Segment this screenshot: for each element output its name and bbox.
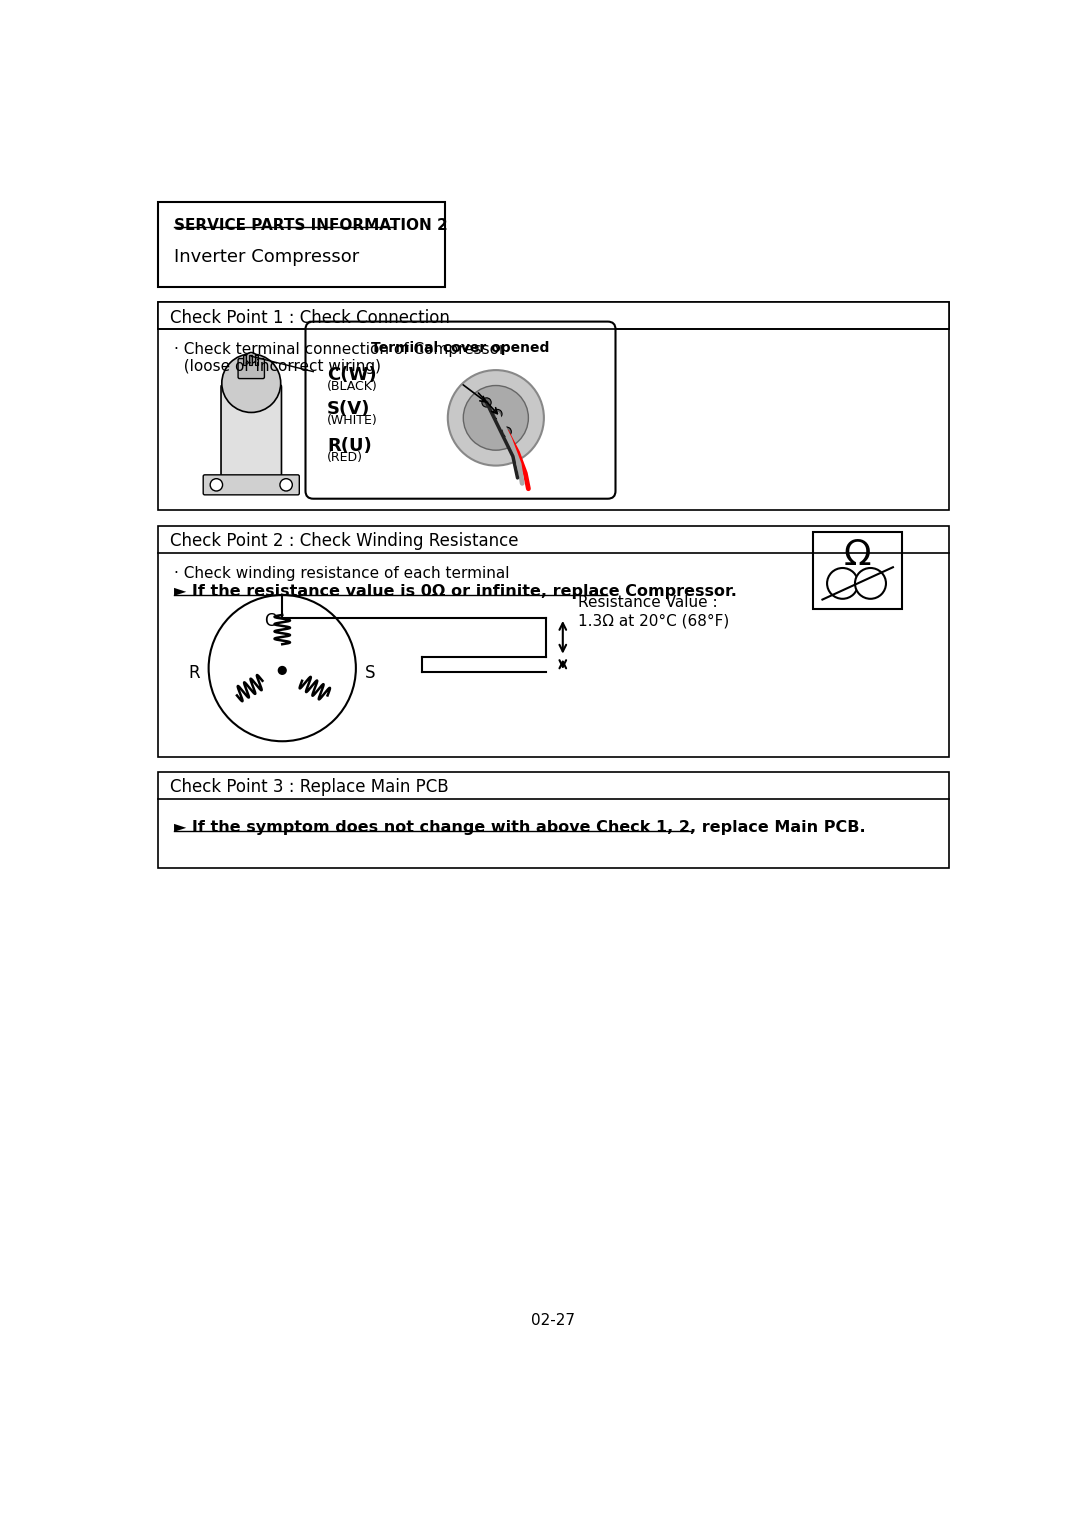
Text: C: C xyxy=(265,612,276,630)
Bar xyxy=(159,526,948,756)
Text: (BLACK): (BLACK) xyxy=(327,380,378,393)
Text: (WHITE): (WHITE) xyxy=(327,413,378,427)
Text: ► If the resistance value is 0Ω or infinite, replace Compressor.: ► If the resistance value is 0Ω or infin… xyxy=(174,584,737,599)
Text: SERVICE PARTS INFORMATION 2: SERVICE PARTS INFORMATION 2 xyxy=(174,218,447,233)
Text: 02-27: 02-27 xyxy=(531,1313,576,1328)
Text: · Check winding resistance of each terminal: · Check winding resistance of each termi… xyxy=(174,566,510,581)
Circle shape xyxy=(246,352,257,363)
Bar xyxy=(813,532,902,608)
FancyBboxPatch shape xyxy=(238,358,265,378)
Text: Resistance Value :: Resistance Value : xyxy=(578,595,718,610)
Bar xyxy=(159,772,948,868)
Text: Inverter Compressor: Inverter Compressor xyxy=(174,249,359,267)
Text: R(U): R(U) xyxy=(327,438,372,454)
FancyBboxPatch shape xyxy=(306,322,616,499)
Text: R: R xyxy=(189,665,201,682)
FancyBboxPatch shape xyxy=(203,474,299,494)
Text: 1.3Ω at 20°C (68°F): 1.3Ω at 20°C (68°F) xyxy=(578,613,730,628)
Text: C(W): C(W) xyxy=(327,366,377,384)
Text: ► If the symptom does not change with above Check 1, 2, replace Main PCB.: ► If the symptom does not change with ab… xyxy=(174,820,865,834)
Text: (RED): (RED) xyxy=(327,451,363,464)
Circle shape xyxy=(280,479,293,491)
Bar xyxy=(159,302,948,329)
Text: · Check terminal connection of Compressor: · Check terminal connection of Compresso… xyxy=(174,343,505,357)
Circle shape xyxy=(211,479,222,491)
Text: (loose or incorrect wiring): (loose or incorrect wiring) xyxy=(174,358,381,374)
Circle shape xyxy=(492,409,502,419)
Text: S: S xyxy=(365,665,375,682)
Circle shape xyxy=(482,398,491,407)
Circle shape xyxy=(502,427,511,436)
Bar xyxy=(243,355,246,366)
Bar xyxy=(248,355,252,366)
Circle shape xyxy=(221,354,281,412)
Circle shape xyxy=(827,567,859,599)
Bar xyxy=(255,355,258,366)
Text: Terminal cover opened: Terminal cover opened xyxy=(372,342,550,355)
Circle shape xyxy=(208,595,356,741)
Text: Check Point 1 : Check Connection: Check Point 1 : Check Connection xyxy=(170,308,449,326)
Circle shape xyxy=(279,666,286,674)
Text: Check Point 3 : Replace Main PCB: Check Point 3 : Replace Main PCB xyxy=(170,778,448,796)
Circle shape xyxy=(448,371,544,465)
Text: S(V): S(V) xyxy=(327,400,370,418)
Bar xyxy=(159,203,445,287)
Circle shape xyxy=(855,567,886,599)
FancyBboxPatch shape xyxy=(221,384,282,490)
Text: Check Point 2 : Check Winding Resistance: Check Point 2 : Check Winding Resistance xyxy=(170,532,518,551)
Circle shape xyxy=(463,386,528,450)
Bar xyxy=(159,302,948,511)
Text: Ω: Ω xyxy=(843,538,872,572)
